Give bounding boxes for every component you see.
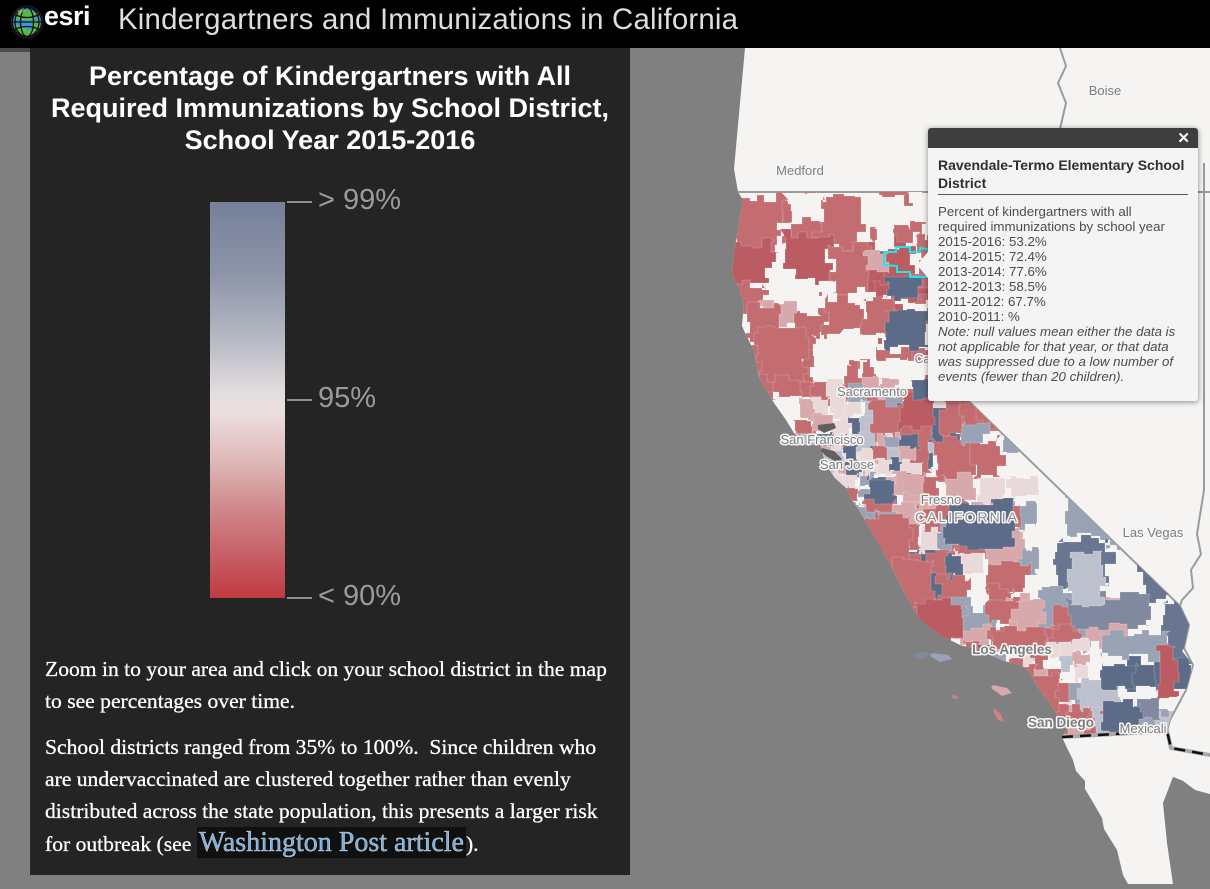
svg-text:San Diego: San Diego <box>1028 715 1094 730</box>
svg-text:San Francisco: San Francisco <box>780 432 863 447</box>
svg-text:Los Angeles: Los Angeles <box>972 642 1052 657</box>
svg-text:Mexicali: Mexicali <box>1120 721 1167 736</box>
svg-text:San Jose: San Jose <box>820 457 874 472</box>
svg-text:CALIFORNIA: CALIFORNIA <box>915 509 1019 525</box>
svg-text:Medford: Medford <box>776 163 824 178</box>
svg-text:Boise: Boise <box>1089 83 1122 98</box>
svg-text:Fresno: Fresno <box>921 492 961 507</box>
svg-text:Sacramento: Sacramento <box>837 384 907 399</box>
svg-text:Las Vegas: Las Vegas <box>1123 525 1184 540</box>
